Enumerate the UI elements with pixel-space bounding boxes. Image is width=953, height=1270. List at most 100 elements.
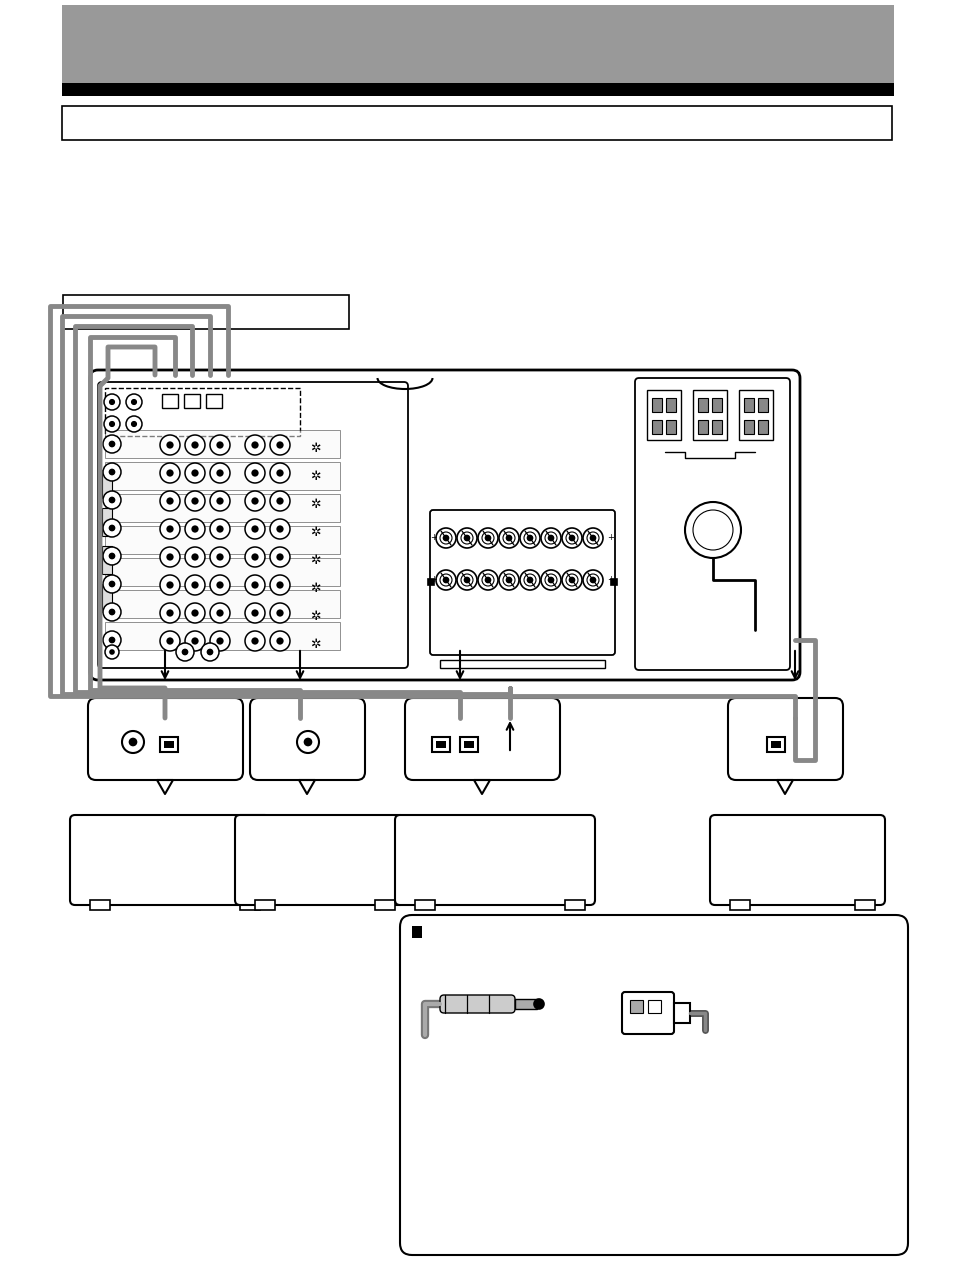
Circle shape: [217, 470, 223, 476]
Bar: [739, 390, 772, 439]
Bar: [647, 999, 660, 1013]
Bar: [375, 900, 395, 911]
Bar: [610, 579, 617, 585]
Circle shape: [456, 570, 476, 591]
Circle shape: [210, 603, 230, 624]
Circle shape: [103, 631, 121, 649]
Circle shape: [192, 442, 197, 448]
Circle shape: [207, 649, 213, 654]
Polygon shape: [157, 780, 172, 794]
Circle shape: [160, 575, 180, 596]
Circle shape: [590, 578, 595, 583]
Circle shape: [132, 400, 136, 404]
Circle shape: [110, 610, 114, 615]
Circle shape: [210, 575, 230, 596]
Circle shape: [485, 578, 490, 583]
Circle shape: [217, 498, 223, 504]
Bar: [758, 420, 767, 434]
Bar: [766, 737, 784, 752]
Circle shape: [277, 610, 282, 616]
Circle shape: [456, 528, 476, 547]
Circle shape: [110, 470, 114, 475]
Circle shape: [460, 574, 473, 585]
Bar: [102, 546, 112, 574]
Circle shape: [245, 575, 265, 596]
Circle shape: [304, 738, 312, 745]
Bar: [439, 660, 604, 668]
Circle shape: [110, 400, 114, 404]
Circle shape: [185, 519, 205, 538]
Circle shape: [160, 436, 180, 455]
Circle shape: [252, 526, 257, 532]
Circle shape: [130, 738, 136, 745]
Circle shape: [252, 554, 257, 560]
Bar: [463, 740, 474, 748]
FancyBboxPatch shape: [709, 815, 884, 906]
Bar: [105, 431, 339, 458]
Circle shape: [217, 639, 223, 644]
Circle shape: [569, 578, 574, 583]
Bar: [184, 394, 200, 408]
Bar: [105, 462, 339, 490]
Bar: [206, 394, 222, 408]
Bar: [63, 295, 349, 329]
Circle shape: [548, 536, 553, 541]
Circle shape: [277, 582, 282, 588]
Circle shape: [103, 464, 121, 481]
Bar: [102, 470, 112, 498]
Bar: [758, 398, 767, 411]
Circle shape: [110, 554, 114, 559]
Circle shape: [192, 470, 197, 476]
Circle shape: [245, 464, 265, 483]
FancyBboxPatch shape: [439, 994, 515, 1013]
Text: ✲: ✲: [310, 638, 320, 650]
Circle shape: [104, 394, 120, 410]
Circle shape: [569, 536, 574, 541]
Circle shape: [439, 532, 452, 544]
Circle shape: [544, 574, 557, 585]
Circle shape: [477, 570, 497, 591]
Circle shape: [167, 582, 172, 588]
Bar: [854, 900, 874, 911]
Circle shape: [252, 610, 257, 616]
FancyBboxPatch shape: [395, 815, 595, 906]
Bar: [432, 737, 450, 752]
Circle shape: [502, 532, 515, 544]
Circle shape: [185, 603, 205, 624]
Circle shape: [132, 422, 136, 427]
Bar: [651, 398, 661, 411]
Circle shape: [481, 574, 494, 585]
Circle shape: [485, 536, 490, 541]
Circle shape: [245, 491, 265, 511]
Circle shape: [519, 570, 539, 591]
Circle shape: [502, 574, 515, 585]
Bar: [743, 398, 753, 411]
Circle shape: [464, 536, 469, 541]
Circle shape: [110, 526, 114, 531]
Circle shape: [523, 574, 536, 585]
Text: ✲: ✲: [310, 498, 320, 511]
Circle shape: [110, 422, 114, 427]
Circle shape: [245, 436, 265, 455]
Circle shape: [565, 532, 578, 544]
Circle shape: [122, 732, 144, 753]
Circle shape: [167, 470, 172, 476]
Circle shape: [192, 610, 197, 616]
Circle shape: [126, 417, 142, 432]
Circle shape: [692, 511, 732, 550]
Circle shape: [527, 578, 532, 583]
Bar: [698, 398, 707, 411]
Bar: [711, 398, 721, 411]
Bar: [564, 900, 584, 911]
FancyBboxPatch shape: [70, 815, 270, 906]
Bar: [665, 420, 676, 434]
FancyBboxPatch shape: [98, 382, 408, 668]
Bar: [698, 420, 707, 434]
Circle shape: [270, 575, 290, 596]
Circle shape: [103, 603, 121, 621]
Bar: [729, 900, 749, 911]
Bar: [105, 622, 339, 650]
Circle shape: [210, 547, 230, 566]
Circle shape: [277, 470, 282, 476]
Circle shape: [192, 526, 197, 532]
